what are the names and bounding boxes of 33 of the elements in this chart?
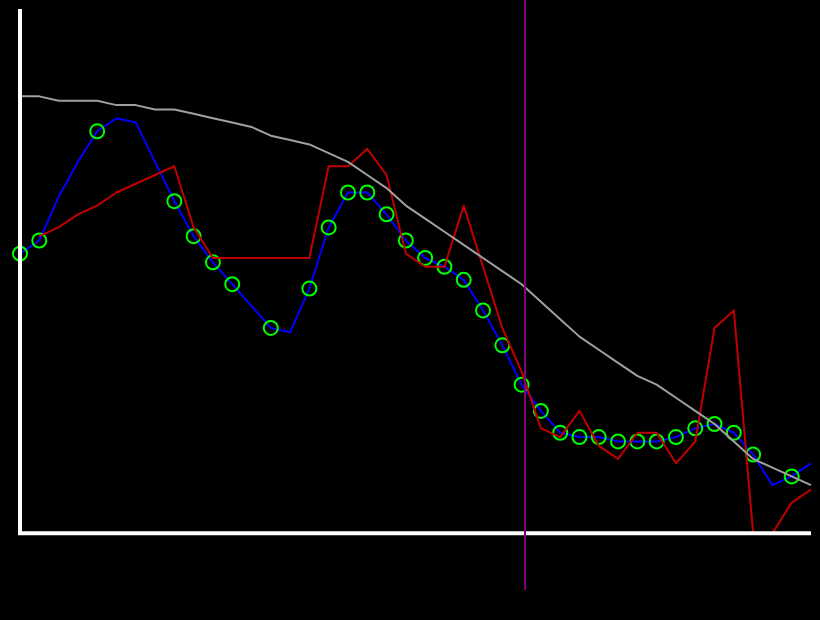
point xyxy=(320,219,337,236)
point xyxy=(166,193,183,210)
point xyxy=(513,376,530,393)
point xyxy=(359,184,376,201)
point xyxy=(648,433,665,450)
point xyxy=(706,415,723,432)
point xyxy=(610,433,627,450)
point xyxy=(12,245,28,262)
point xyxy=(89,123,106,140)
point xyxy=(224,276,241,293)
point xyxy=(262,319,279,336)
point xyxy=(667,429,684,446)
point xyxy=(687,420,704,437)
point xyxy=(725,424,742,441)
point xyxy=(571,429,588,446)
point xyxy=(783,468,800,485)
point xyxy=(552,424,569,441)
point xyxy=(339,184,356,201)
point xyxy=(629,433,646,450)
point xyxy=(185,228,202,245)
point xyxy=(590,429,607,446)
point xyxy=(301,280,318,297)
point xyxy=(436,258,453,275)
point xyxy=(494,337,511,354)
point xyxy=(204,254,221,271)
point xyxy=(455,271,472,288)
point xyxy=(31,232,48,249)
point xyxy=(378,206,395,223)
point xyxy=(532,402,549,419)
point xyxy=(397,232,414,249)
point xyxy=(417,250,434,266)
point xyxy=(745,446,762,463)
point xyxy=(475,302,492,319)
